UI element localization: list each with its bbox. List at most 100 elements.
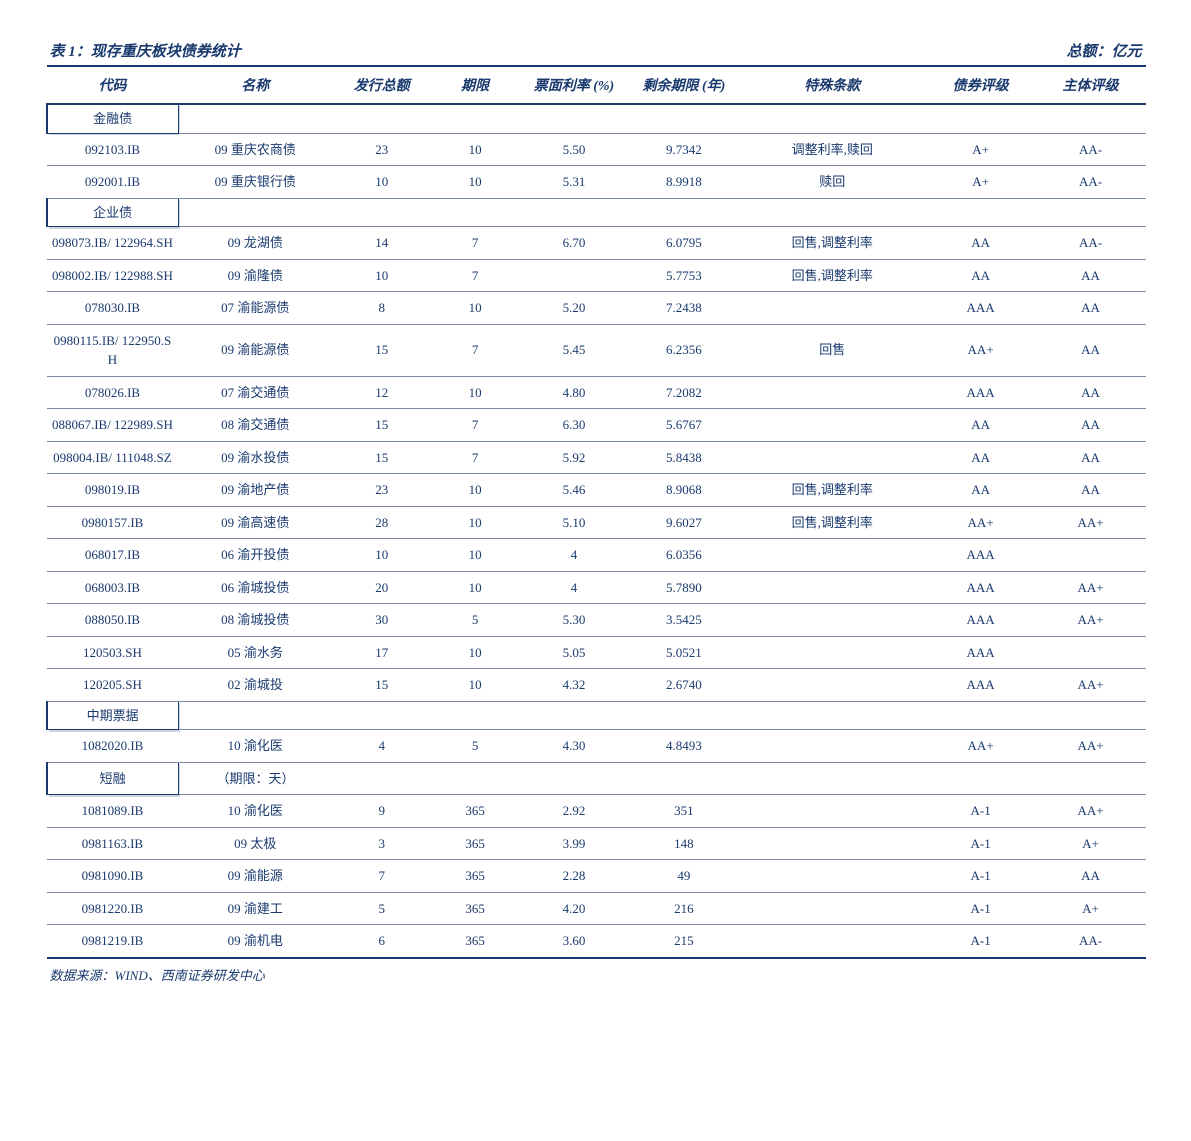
table-cell: 07 渝能源债 <box>178 292 332 325</box>
section-empty-cell <box>1036 762 1146 795</box>
table-cell: 10 <box>332 539 431 572</box>
section-empty-cell <box>926 104 1036 133</box>
table-cell: 49 <box>629 860 739 893</box>
table-cell: 098019.IB <box>47 474 179 507</box>
table-cell: 7 <box>332 860 431 893</box>
table-cell: 098004.IB/ 111048.SZ <box>47 441 179 474</box>
table-cell: 09 龙湖债 <box>178 227 332 260</box>
table-cell: 5.0521 <box>629 636 739 669</box>
table-cell: AA- <box>1036 227 1146 260</box>
table-cell: 4.80 <box>519 376 629 409</box>
table-cell: AA <box>1036 441 1146 474</box>
table-cell: 1082020.IB <box>47 730 179 763</box>
data-source-footer: 数据来源：WIND、西南证券研发中心 <box>46 965 1146 984</box>
table-row: 1081089.IB10 渝化医93652.92351A-1AA+ <box>47 795 1146 828</box>
table-cell: 9 <box>332 795 431 828</box>
column-header: 名称 <box>178 66 332 104</box>
table-row: 0980115.IB/ 122950.SH09 渝能源债1575.456.235… <box>47 324 1146 376</box>
section-label: 中期票据 <box>47 701 179 730</box>
table-cell: AA+ <box>1036 604 1146 637</box>
table-cell: 4 <box>332 730 431 763</box>
table-cell: 9.6027 <box>629 506 739 539</box>
table-cell: 7 <box>431 409 519 442</box>
table-cell: 28 <box>332 506 431 539</box>
table-row: 1082020.IB10 渝化医454.304.8493AA+AA+ <box>47 730 1146 763</box>
table-cell: 10 <box>332 259 431 292</box>
column-header: 发行总额 <box>332 66 431 104</box>
section-empty-cell <box>1036 198 1146 227</box>
table-cell: AAA <box>926 539 1036 572</box>
table-cell: 5.30 <box>519 604 629 637</box>
table-cell: 215 <box>629 925 739 958</box>
column-header: 特殊条款 <box>739 66 926 104</box>
table-cell: 09 渝机电 <box>178 925 332 958</box>
section-note: （期限：天） <box>178 762 332 795</box>
column-header: 期限 <box>431 66 519 104</box>
table-cell: A+ <box>1036 892 1146 925</box>
table-cell: 365 <box>431 925 519 958</box>
section-note <box>178 701 332 730</box>
table-cell: 2.92 <box>519 795 629 828</box>
table-cell: 2.28 <box>519 860 629 893</box>
table-row: 088050.IB08 渝城投债3055.303.5425AAAAA+ <box>47 604 1146 637</box>
table-cell <box>739 730 926 763</box>
table-cell: AAA <box>926 604 1036 637</box>
section-empty-cell <box>739 701 926 730</box>
table-cell: 回售,调整利率 <box>739 259 926 292</box>
table-cell: 5 <box>431 730 519 763</box>
table-cell: 14 <box>332 227 431 260</box>
table-row: 120205.SH02 渝城投15104.322.6740AAAAA+ <box>47 669 1146 702</box>
table-cell: 6 <box>332 925 431 958</box>
table-cell: 098002.IB/ 122988.SH <box>47 259 179 292</box>
table-cell: AA+ <box>1036 506 1146 539</box>
table-cell: 5.6767 <box>629 409 739 442</box>
table-cell: 15 <box>332 324 431 376</box>
table-row: 098019.IB09 渝地产债23105.468.9068回售,调整利率AAA… <box>47 474 1146 507</box>
section-empty-cell <box>739 198 926 227</box>
section-empty-cell <box>519 104 629 133</box>
table-cell: 3.5425 <box>629 604 739 637</box>
table-cell: 07 渝交通债 <box>178 376 332 409</box>
table-cell: 10 <box>431 376 519 409</box>
table-cell: 098073.IB/ 122964.SH <box>47 227 179 260</box>
table-cell: 10 <box>431 506 519 539</box>
table-cell: 120205.SH <box>47 669 179 702</box>
table-title-row: 表 1：现存重庆板块债券统计 总额：亿元 <box>46 40 1146 61</box>
table-cell <box>739 604 926 637</box>
table-cell: 120503.SH <box>47 636 179 669</box>
table-cell <box>739 795 926 828</box>
table-cell: AA <box>1036 324 1146 376</box>
table-cell: 5.46 <box>519 474 629 507</box>
table-cell: 088050.IB <box>47 604 179 637</box>
section-empty-cell <box>431 198 519 227</box>
section-label: 短融 <box>47 762 179 795</box>
table-cell: AA+ <box>1036 795 1146 828</box>
table-cell: 5.50 <box>519 133 629 166</box>
table-cell: 23 <box>332 474 431 507</box>
section-row: 金融债 <box>47 104 1146 133</box>
table-row: 120503.SH05 渝水务17105.055.0521AAA <box>47 636 1146 669</box>
table-cell: A+ <box>926 133 1036 166</box>
table-row: 098004.IB/ 111048.SZ09 渝水投债1575.925.8438… <box>47 441 1146 474</box>
section-empty-cell <box>926 701 1036 730</box>
table-cell <box>519 259 629 292</box>
table-cell <box>739 636 926 669</box>
table-cell: AA <box>1036 259 1146 292</box>
section-empty-cell <box>926 762 1036 795</box>
table-cell: 3.99 <box>519 827 629 860</box>
table-cell: 10 <box>431 133 519 166</box>
table-cell: 0981090.IB <box>47 860 179 893</box>
table-cell: 8 <box>332 292 431 325</box>
column-header: 票面利率 (%) <box>519 66 629 104</box>
section-empty-cell <box>1036 104 1146 133</box>
table-cell: AAA <box>926 669 1036 702</box>
table-cell: 09 渝建工 <box>178 892 332 925</box>
table-cell: 09 重庆银行债 <box>178 166 332 199</box>
table-cell: 092103.IB <box>47 133 179 166</box>
table-cell: 10 <box>431 636 519 669</box>
table-cell: AA+ <box>1036 730 1146 763</box>
table-cell: 0980157.IB <box>47 506 179 539</box>
table-cell <box>739 669 926 702</box>
table-cell <box>739 441 926 474</box>
table-cell: 5.20 <box>519 292 629 325</box>
